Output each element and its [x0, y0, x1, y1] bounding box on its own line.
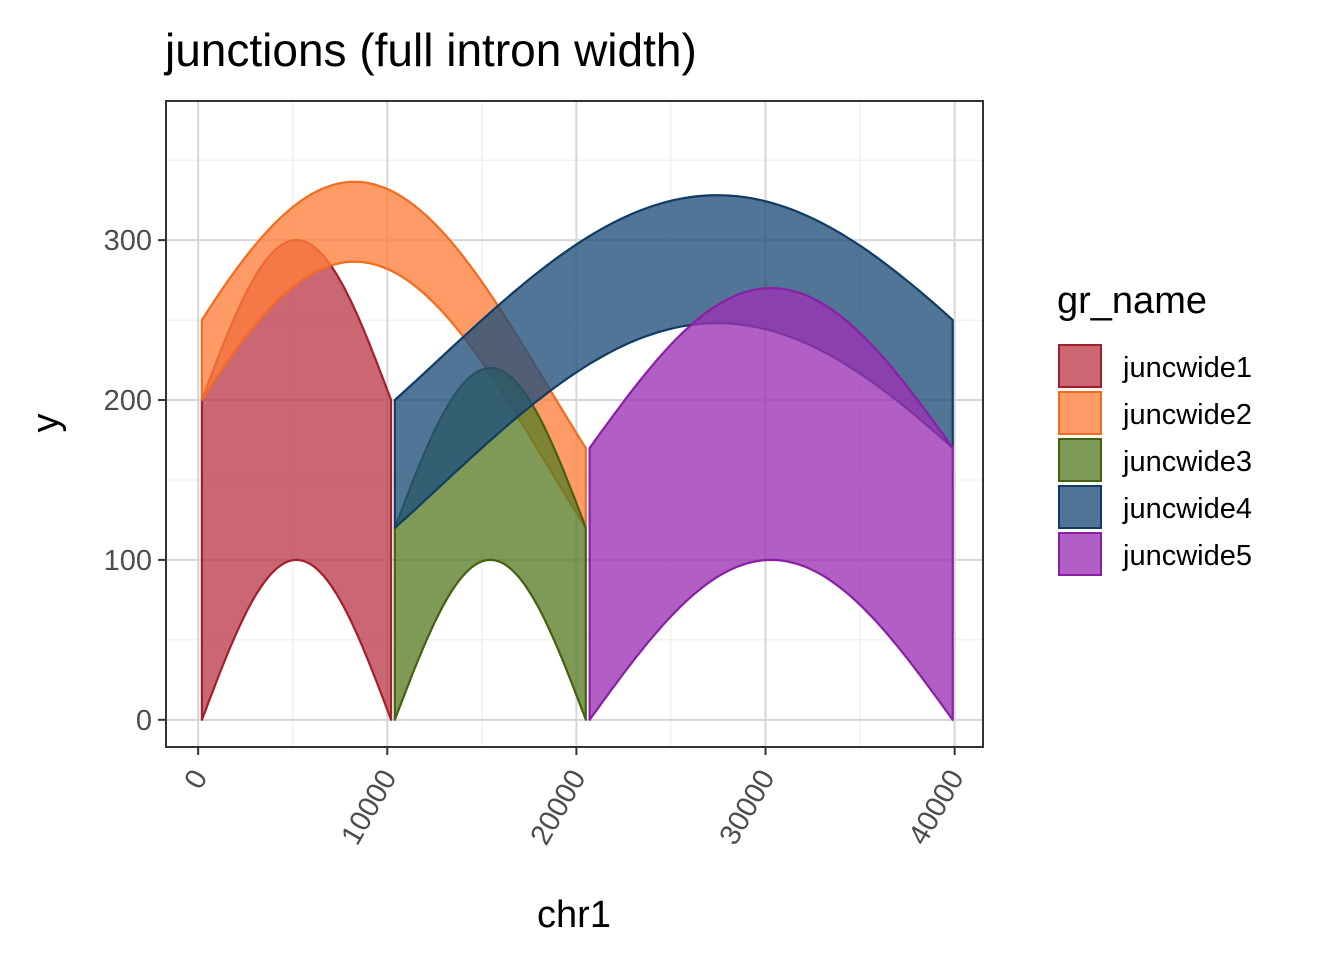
legend-label-juncwide3: juncwide3: [1122, 446, 1252, 478]
x-tick-label: 30000: [714, 765, 782, 851]
y-tick-label: 100: [104, 545, 152, 577]
legend-key-juncwide3: [1058, 438, 1102, 482]
legend-key-juncwide1: [1058, 344, 1102, 388]
chart-title: junctions (full intron width): [163, 24, 697, 76]
area-juncwide5: [588, 287, 954, 721]
x-tick-label: 10000: [335, 765, 403, 851]
x-tick-label: 20000: [524, 765, 592, 851]
y-tick-label: 0: [136, 705, 152, 737]
legend-key-juncwide2: [1058, 391, 1102, 435]
plot-areas: [200, 180, 954, 721]
legend-label-juncwide5: juncwide5: [1122, 540, 1252, 572]
x-tick-label: 40000: [903, 765, 971, 851]
legend-label-juncwide1: juncwide1: [1122, 352, 1252, 384]
area-juncwide4: [393, 194, 954, 529]
legend: gr_name juncwide1 juncwide2 juncwide3 juncwi…: [1057, 280, 1252, 576]
legend-label-juncwide2: juncwide2: [1122, 399, 1252, 431]
plot-panel-border: [165, 100, 984, 748]
legend-label-juncwide4: juncwide4: [1122, 493, 1252, 525]
x-tick-label: 0: [178, 765, 214, 795]
y-axis-title: y: [25, 414, 67, 433]
y-tick-label: 300: [104, 225, 152, 257]
legend-key-juncwide4: [1058, 485, 1102, 529]
x-axis-title: chr1: [537, 894, 611, 936]
y-tick-label: 200: [104, 385, 152, 417]
area-juncwide2: [200, 180, 587, 529]
legend-title: gr_name: [1057, 280, 1207, 322]
legend-key-juncwide5: [1058, 532, 1102, 576]
